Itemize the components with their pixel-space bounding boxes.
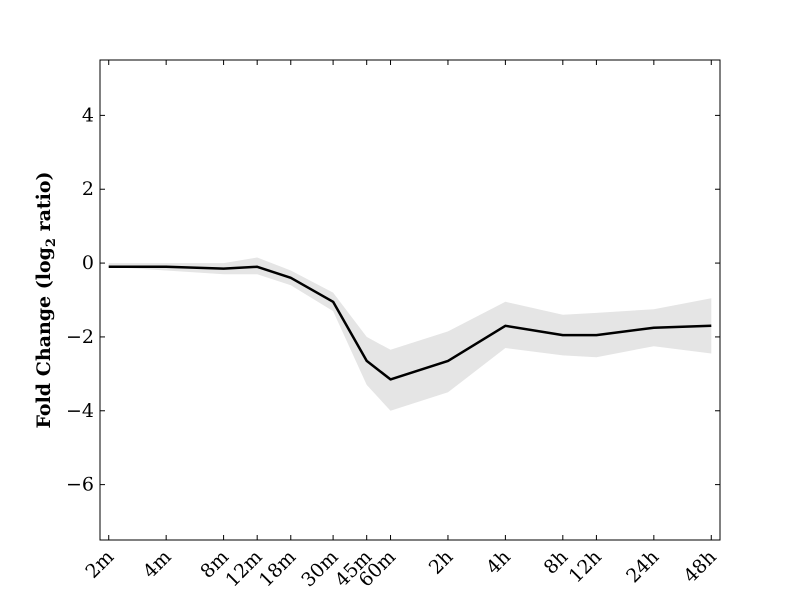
x-tick-label: 4m (139, 546, 176, 583)
x-tick-label: 48h (679, 546, 720, 587)
fold-change-line (108, 265, 712, 381)
y-axis-label: Fold Change (log2 ratio) (33, 171, 59, 428)
x-tick-label: 12h (565, 546, 606, 587)
x-tick-label: 2m (81, 546, 118, 583)
y-axis-label-prefix: Fold Change (log (33, 247, 55, 428)
x-tick-label: 30m (297, 546, 342, 591)
y-tick-label: 4 (82, 104, 94, 126)
confidence-band (108, 257, 712, 411)
y-tick-label: −2 (66, 326, 94, 348)
y-axis-label-suffix: ratio) (33, 171, 55, 238)
y-tick-label: 0 (82, 252, 94, 274)
x-tick-label: 24h (622, 546, 663, 587)
y-tick-label: 2 (82, 178, 94, 200)
y-axis-label-subscript: 2 (44, 238, 59, 247)
x-tick-label: 18m (255, 546, 300, 591)
x-tick-label: 2h (425, 546, 458, 579)
plot-area-frame (99, 59, 721, 541)
x-tick-label: 12m (221, 546, 266, 591)
y-tick-label: −4 (66, 400, 94, 422)
y-tick-label: −6 (66, 474, 94, 496)
x-tick-label: 4h (482, 546, 515, 579)
